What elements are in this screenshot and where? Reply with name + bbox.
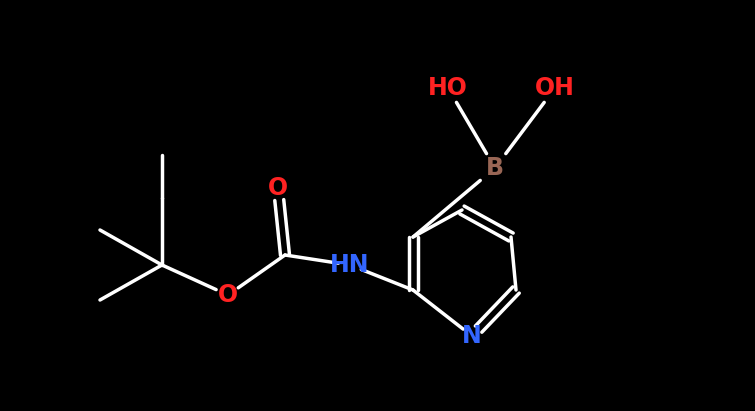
- Text: HO: HO: [428, 76, 468, 100]
- Text: O: O: [268, 176, 288, 200]
- Text: N: N: [462, 324, 482, 348]
- Text: B: B: [486, 156, 504, 180]
- Text: OH: OH: [535, 76, 575, 100]
- Text: O: O: [218, 283, 238, 307]
- Text: HN: HN: [330, 253, 370, 277]
